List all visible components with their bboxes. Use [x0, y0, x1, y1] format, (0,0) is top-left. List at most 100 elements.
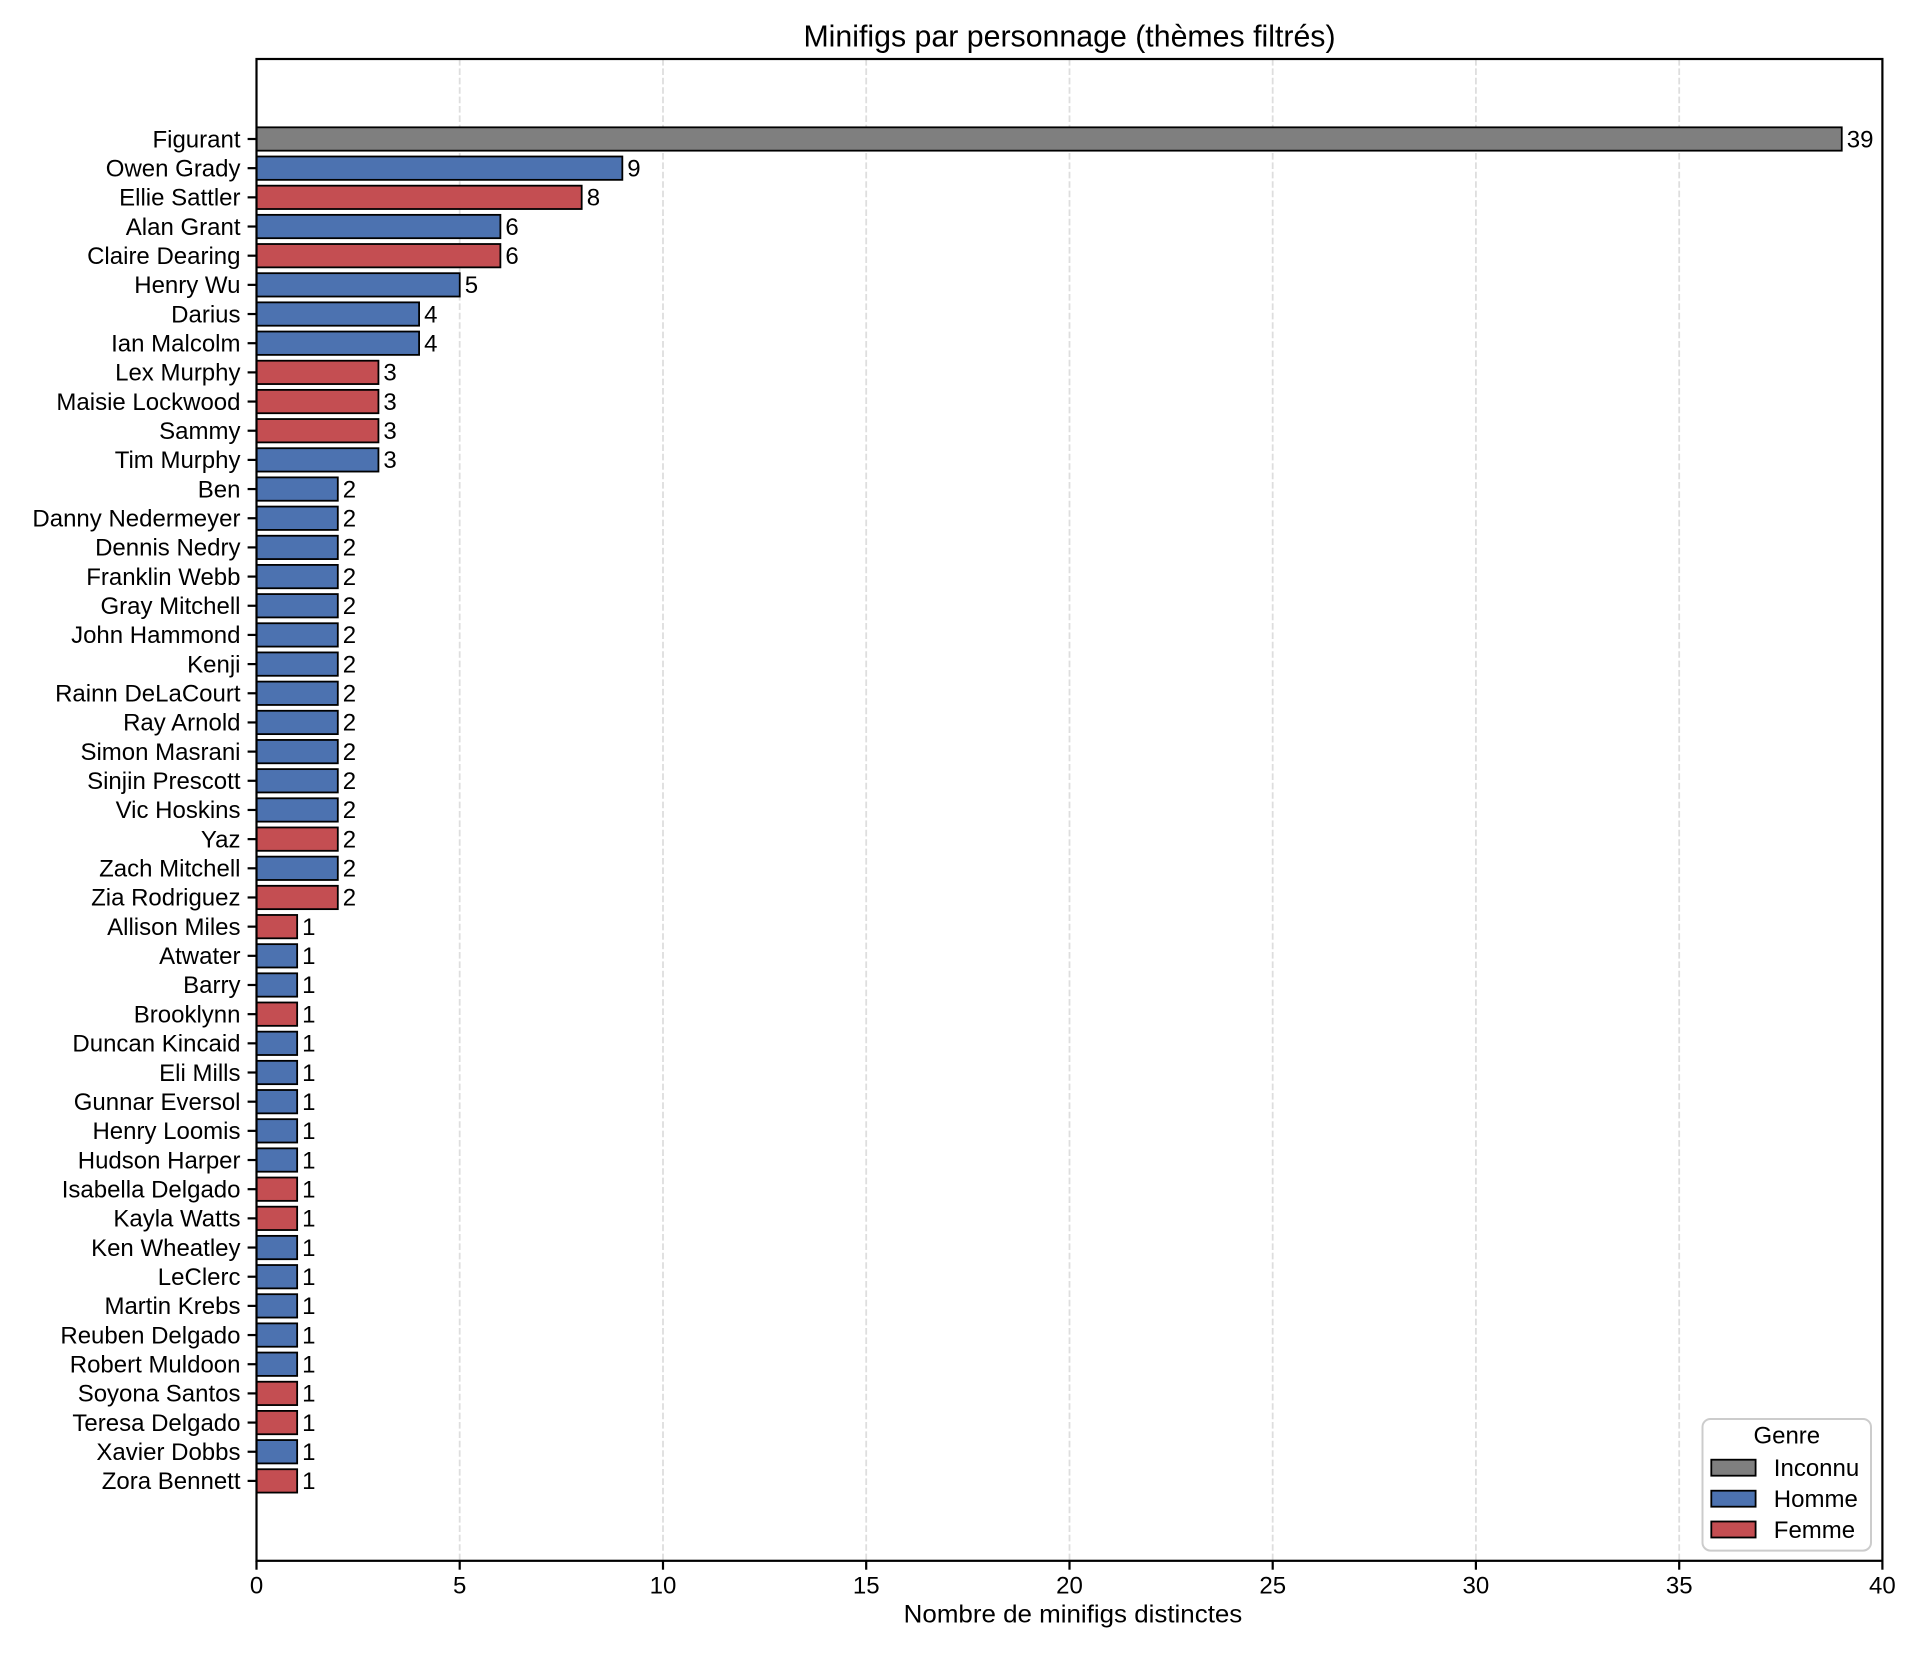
svg-text:3: 3: [383, 418, 396, 445]
svg-text:Teresa Delgado: Teresa Delgado: [72, 1410, 240, 1437]
svg-text:20: 20: [1056, 1573, 1083, 1600]
svg-text:Atwater: Atwater: [159, 943, 240, 970]
svg-text:5: 5: [453, 1573, 466, 1600]
svg-text:Allison Miles: Allison Miles: [107, 914, 240, 941]
svg-text:Kenji: Kenji: [187, 651, 240, 678]
svg-text:1: 1: [302, 1147, 315, 1174]
svg-text:2: 2: [343, 593, 356, 620]
svg-text:0: 0: [250, 1573, 263, 1600]
svg-text:Eli Mills: Eli Mills: [159, 1060, 240, 1087]
svg-text:Nombre de minifigs distinctes: Nombre de minifigs distinctes: [904, 1602, 1243, 1629]
svg-text:Hudson Harper: Hudson Harper: [78, 1147, 241, 1174]
svg-text:4: 4: [424, 330, 437, 357]
svg-text:1: 1: [302, 1468, 315, 1495]
svg-text:1: 1: [302, 1264, 315, 1291]
svg-text:Ken Wheatley: Ken Wheatley: [91, 1235, 240, 1262]
svg-text:3: 3: [383, 389, 396, 416]
svg-text:6: 6: [505, 243, 518, 270]
svg-text:Genre: Genre: [1753, 1423, 1820, 1450]
svg-text:Duncan Kincaid: Duncan Kincaid: [72, 1031, 240, 1058]
svg-text:1: 1: [302, 1235, 315, 1262]
svg-text:Inconnu: Inconnu: [1774, 1455, 1859, 1482]
svg-text:Dennis Nedry: Dennis Nedry: [95, 535, 240, 562]
svg-text:Darius: Darius: [171, 301, 240, 328]
svg-text:8: 8: [587, 185, 600, 212]
svg-text:1: 1: [302, 1322, 315, 1349]
svg-text:1: 1: [302, 1206, 315, 1233]
svg-text:1: 1: [302, 1351, 315, 1378]
svg-text:Owen Grady: Owen Grady: [106, 155, 241, 182]
svg-text:2: 2: [343, 885, 356, 912]
svg-text:2: 2: [343, 505, 356, 532]
svg-text:Gray Mitchell: Gray Mitchell: [100, 593, 240, 620]
svg-text:Henry Loomis: Henry Loomis: [92, 1118, 240, 1145]
svg-text:Kayla Watts: Kayla Watts: [113, 1206, 240, 1233]
svg-text:Zia Rodriguez: Zia Rodriguez: [91, 885, 240, 912]
svg-text:Yaz: Yaz: [201, 826, 241, 853]
svg-text:Maisie Lockwood: Maisie Lockwood: [56, 389, 240, 416]
svg-text:2: 2: [343, 476, 356, 503]
svg-text:Sinjin Prescott: Sinjin Prescott: [87, 768, 241, 795]
svg-text:39: 39: [1847, 126, 1874, 153]
svg-text:1: 1: [302, 1089, 315, 1116]
svg-text:Franklin Webb: Franklin Webb: [86, 564, 240, 591]
svg-text:John Hammond: John Hammond: [71, 622, 240, 649]
svg-text:Simon Masrani: Simon Masrani: [80, 739, 240, 766]
svg-text:3: 3: [383, 447, 396, 474]
svg-text:Claire Dearing: Claire Dearing: [87, 243, 240, 270]
svg-text:Ben: Ben: [198, 476, 241, 503]
svg-text:Ian Malcolm: Ian Malcolm: [111, 330, 240, 357]
svg-text:10: 10: [650, 1573, 677, 1600]
svg-text:4: 4: [424, 301, 437, 328]
svg-text:Femme: Femme: [1774, 1517, 1855, 1544]
svg-text:Zora Bennett: Zora Bennett: [102, 1468, 241, 1495]
svg-text:1: 1: [302, 1293, 315, 1320]
svg-text:Zach Mitchell: Zach Mitchell: [99, 856, 240, 883]
svg-text:25: 25: [1259, 1573, 1286, 1600]
svg-text:Robert Muldoon: Robert Muldoon: [70, 1351, 241, 1378]
svg-text:2: 2: [343, 797, 356, 824]
svg-text:1: 1: [302, 1031, 315, 1058]
svg-text:Lex Murphy: Lex Murphy: [115, 360, 240, 387]
svg-text:1: 1: [302, 1060, 315, 1087]
svg-text:2: 2: [343, 739, 356, 766]
svg-text:1: 1: [302, 914, 315, 941]
svg-text:Rainn DeLaCourt: Rainn DeLaCourt: [55, 681, 241, 708]
svg-text:Tim Murphy: Tim Murphy: [115, 447, 241, 474]
svg-text:2: 2: [343, 535, 356, 562]
svg-text:1: 1: [302, 1118, 315, 1145]
svg-text:2: 2: [343, 681, 356, 708]
svg-text:Figurant: Figurant: [152, 126, 240, 153]
svg-text:Henry Wu: Henry Wu: [134, 272, 240, 299]
svg-text:2: 2: [343, 651, 356, 678]
svg-text:Alan Grant: Alan Grant: [126, 214, 241, 241]
svg-text:1: 1: [302, 1381, 315, 1408]
svg-text:1: 1: [302, 1439, 315, 1466]
svg-text:Barry: Barry: [183, 972, 240, 999]
svg-text:2: 2: [343, 564, 356, 591]
svg-text:6: 6: [505, 214, 518, 241]
svg-text:LeClerc: LeClerc: [158, 1264, 241, 1291]
svg-text:Brooklynn: Brooklynn: [134, 1001, 241, 1028]
svg-text:Homme: Homme: [1774, 1486, 1858, 1513]
svg-text:Xavier Dobbs: Xavier Dobbs: [96, 1439, 240, 1466]
svg-text:15: 15: [853, 1573, 880, 1600]
svg-text:1: 1: [302, 1410, 315, 1437]
svg-text:Minifigs par personnage (thème: Minifigs par personnage (thèmes filtrés): [803, 21, 1335, 54]
svg-text:Sammy: Sammy: [159, 418, 240, 445]
svg-text:2: 2: [343, 826, 356, 853]
svg-text:2: 2: [343, 710, 356, 737]
svg-text:Soyona Santos: Soyona Santos: [78, 1381, 241, 1408]
svg-text:3: 3: [383, 360, 396, 387]
svg-text:2: 2: [343, 768, 356, 795]
svg-text:1: 1: [302, 1001, 315, 1028]
svg-text:Gunnar Eversol: Gunnar Eversol: [74, 1089, 241, 1116]
svg-text:5: 5: [465, 272, 478, 299]
svg-text:1: 1: [302, 943, 315, 970]
svg-text:Martin Krebs: Martin Krebs: [104, 1293, 240, 1320]
svg-text:Vic Hoskins: Vic Hoskins: [116, 797, 241, 824]
svg-text:Ellie Sattler: Ellie Sattler: [119, 185, 240, 212]
svg-text:30: 30: [1463, 1573, 1490, 1600]
svg-text:1: 1: [302, 1176, 315, 1203]
svg-text:40: 40: [1869, 1573, 1896, 1600]
